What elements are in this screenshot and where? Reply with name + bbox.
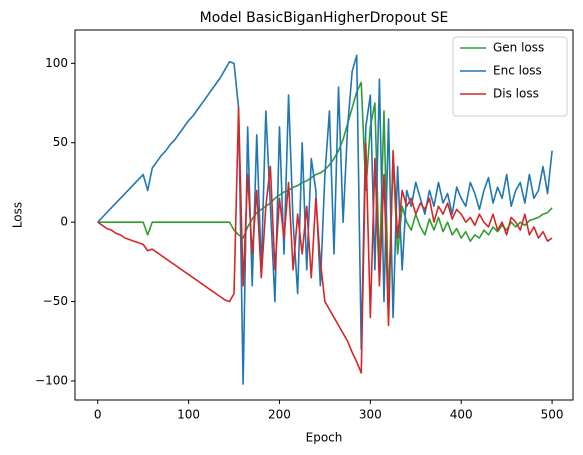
x-axis-label: Epoch [306, 431, 343, 445]
x-tick-label: 300 [359, 408, 382, 422]
x-tick-label: 400 [450, 408, 473, 422]
x-tick-label: 100 [177, 408, 200, 422]
y-tick-label: 0 [60, 215, 68, 229]
y-tick-label: 100 [45, 56, 68, 70]
series-line [97, 107, 553, 374]
y-tick-label: −50 [43, 294, 68, 308]
legend-label: Enc loss [493, 64, 542, 78]
legend-label: Dis loss [493, 87, 539, 101]
chart-title: Model BasicBiganHigherDropout SE [200, 10, 449, 26]
series-line [97, 54, 553, 385]
y-tick-label: 50 [53, 135, 68, 149]
legend-label: Gen loss [493, 41, 544, 55]
x-tick-label: 200 [268, 408, 291, 422]
y-axis-label: Loss [11, 202, 25, 228]
legend-box [452, 36, 568, 117]
x-tick-label: 0 [94, 408, 102, 422]
y-tick-label: −100 [35, 373, 68, 387]
x-tick-label: 500 [541, 408, 564, 422]
plot-frame [74, 29, 574, 401]
